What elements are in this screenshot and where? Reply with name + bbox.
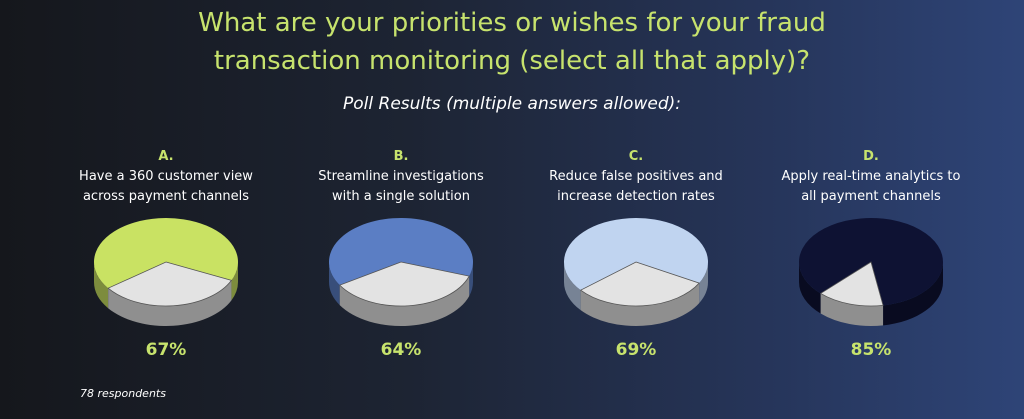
option-d-letter: D.	[863, 149, 879, 164]
pie-b-remainder-slice	[339, 261, 470, 307]
option-c-percentage: 69%	[615, 340, 657, 360]
poll-subtitle: Poll Results (multiple answers allowed):	[343, 94, 681, 114]
pie-b-value-slice	[329, 218, 474, 286]
option-c-letter: C.	[628, 149, 644, 164]
option-a-line-1: Have a 360 customer view	[79, 169, 253, 184]
option-d-label: D. Apply real-time analytics to all paym…	[751, 147, 991, 207]
pie-a-remainder-slice	[107, 261, 233, 307]
title-line-2: transaction monitoring (select all that …	[213, 46, 811, 76]
option-d-percentage: 85%	[850, 340, 892, 360]
option-c-line-1: Reduce false positives and	[549, 169, 723, 184]
option-b-letter: B.	[393, 149, 409, 164]
pie-a-value-side-0	[94, 262, 109, 309]
option-d-line-2: all payment channels	[801, 189, 941, 204]
pie-d-value-side-0	[799, 262, 821, 314]
option-c-label: C. Reduce false positives and increase d…	[516, 147, 756, 207]
pie-c-remainder-side-0	[580, 283, 700, 327]
pie-b-value-side-0	[329, 262, 340, 306]
option-b-label: B. Streamline investigations with a sing…	[281, 147, 521, 207]
option-d-line-1: Apply real-time analytics to	[781, 169, 961, 184]
pie-a-value-slice	[94, 218, 238, 289]
respondents-count: 78 respondents	[80, 387, 166, 400]
pie-b-value-side-1	[469, 262, 473, 297]
title-line-1: What are your priorities or wishes for y…	[198, 8, 826, 38]
option-b-percentage: 64%	[380, 340, 422, 360]
pie-c-value-side-1	[699, 262, 708, 304]
poll-question-title: What are your priorities or wishes for y…	[0, 4, 1024, 80]
option-b-line-1: Streamline investigations	[318, 169, 484, 184]
option-a-label: A. Have a 360 customer view across payme…	[46, 147, 286, 207]
pie-d-remainder-slice	[819, 261, 884, 307]
option-a-letter: A.	[158, 149, 174, 164]
pie-c-value-slice	[564, 218, 708, 291]
pie-c-remainder-slice	[579, 261, 700, 307]
option-c-line-2: increase detection rates	[557, 189, 715, 204]
pie-a-value-side-1	[231, 262, 238, 301]
pie-b-remainder-side-0	[339, 276, 470, 327]
pie-d-value-side-1	[883, 262, 943, 326]
option-b-line-2: with a single solution	[332, 189, 470, 204]
pie-d-remainder-side-0	[820, 293, 884, 326]
pie-a-remainder-side-0	[108, 280, 232, 326]
pie-c-value-side-0	[564, 262, 581, 311]
option-a-percentage: 67%	[145, 340, 187, 360]
option-a-line-2: across payment channels	[82, 189, 250, 204]
